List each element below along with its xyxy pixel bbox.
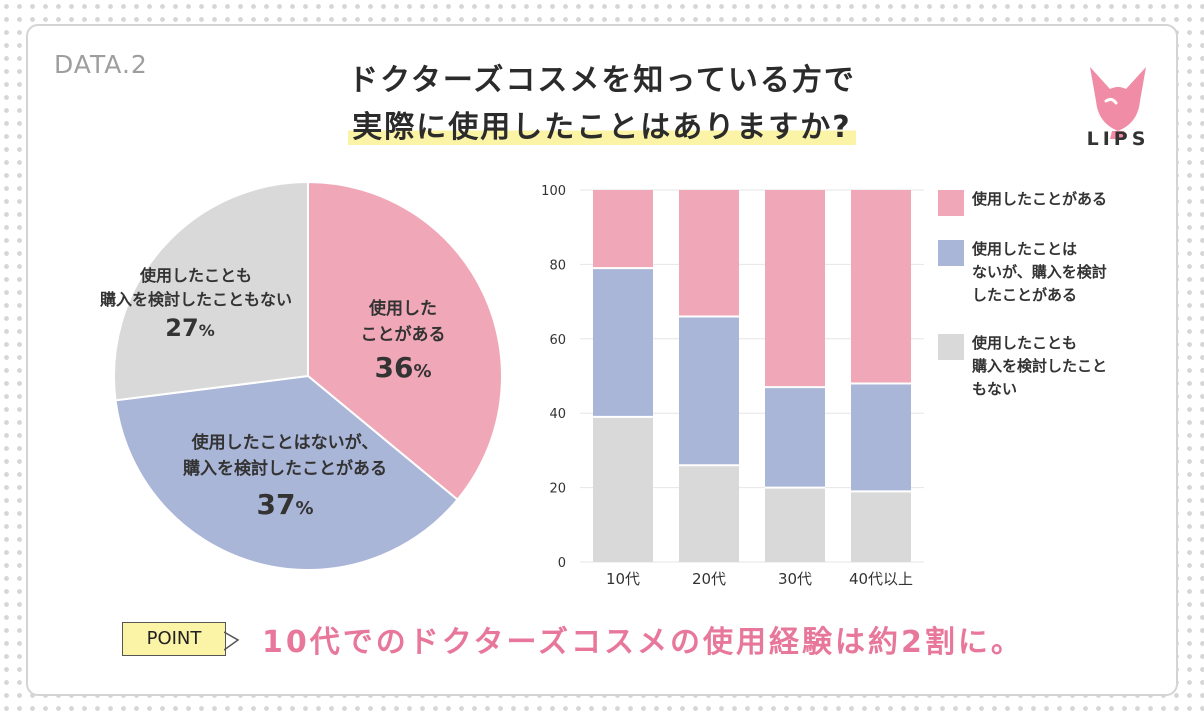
bar-segment-used — [851, 190, 911, 384]
legend-considered-line-3: したことがある — [972, 286, 1078, 304]
y-tick-label: 80 — [549, 258, 566, 273]
title-line-2: 実際に使用したことはありますか? — [348, 110, 856, 145]
pie-value-neither: 27% — [165, 314, 214, 342]
bar-segment-used — [593, 190, 653, 269]
point-text: 10代でのドクターズコスメの使用経験は約2割に。 — [262, 625, 1024, 660]
legend-considered-line-1: 使用したことは — [972, 240, 1078, 258]
legend-neither-line-1: 使用したことも — [972, 334, 1078, 352]
x-tick-label: 10代 — [606, 570, 640, 588]
x-tick-label: 40代以上 — [849, 570, 913, 588]
lips-logo-text: LIPS — [1086, 128, 1150, 150]
pie-slice-neither — [113, 180, 309, 402]
bar-segment-neither — [593, 416, 653, 562]
pie-value-considered: 37% — [256, 488, 313, 521]
bar-segment-neither — [851, 491, 911, 562]
bar-segment-considered — [851, 383, 911, 492]
y-tick-label: 40 — [549, 407, 566, 422]
pie-label-neither-1: 使用したことも — [139, 266, 252, 285]
legend-swatch-neither — [938, 334, 964, 360]
title-line-1: ドクターズコスメを知っている方で — [348, 63, 856, 98]
pie-label-used-2: ことがある — [361, 324, 446, 345]
pie-label-considered-2: 購入を検討したことがある — [183, 458, 387, 479]
bar-segment-used — [679, 190, 739, 317]
legend-text-neither: 使用したことも 購入を検討したこと もない — [972, 332, 1172, 401]
x-tick-label: 20代 — [692, 570, 726, 588]
point-label: POINT — [122, 622, 226, 656]
legend-neither-line-3: もない — [972, 380, 1018, 398]
lips-fox-logo-icon — [1090, 67, 1146, 139]
legend-swatch-used — [938, 190, 964, 216]
x-tick-label: 30代 — [778, 570, 812, 588]
legend-text-considered: 使用したことは ないが、購入を検討 したことがある — [972, 238, 1172, 307]
title-line-2-wrap: 実際に使用したことはありますか? — [0, 102, 1204, 146]
y-tick-label: 60 — [549, 333, 566, 348]
legend-swatch-considered — [938, 240, 964, 266]
pie-label-used-1: 使用した — [368, 298, 437, 319]
bar-segment-neither — [679, 465, 739, 562]
legend-used-line-1: 使用したことがある — [972, 190, 1108, 208]
pie-label-neither-2: 購入を検討したこともない — [99, 290, 292, 309]
y-tick-label: 0 — [558, 556, 566, 571]
bar-segment-considered — [593, 268, 653, 417]
y-tick-label: 100 — [541, 184, 566, 199]
legend-considered-line-2: ないが、購入を検討 — [972, 263, 1107, 281]
y-tick-label: 20 — [549, 482, 566, 497]
bar-segment-considered — [765, 387, 825, 488]
pie-value-used: 36% — [374, 351, 431, 384]
legend-neither-line-2: 購入を検討したこと — [972, 357, 1108, 375]
bar-segment-considered — [679, 316, 739, 466]
legend-text-used: 使用したことがある — [972, 188, 1172, 211]
bar-segment-neither — [765, 487, 825, 562]
pie-slice-used — [307, 180, 503, 502]
point-tail-icon — [224, 631, 240, 651]
pie-label-considered-1: 使用したことはないが、 — [191, 432, 379, 453]
bar-segment-used — [765, 190, 825, 388]
data-tag: DATA.2 — [54, 50, 148, 79]
pie-slice-considered — [114, 374, 459, 571]
